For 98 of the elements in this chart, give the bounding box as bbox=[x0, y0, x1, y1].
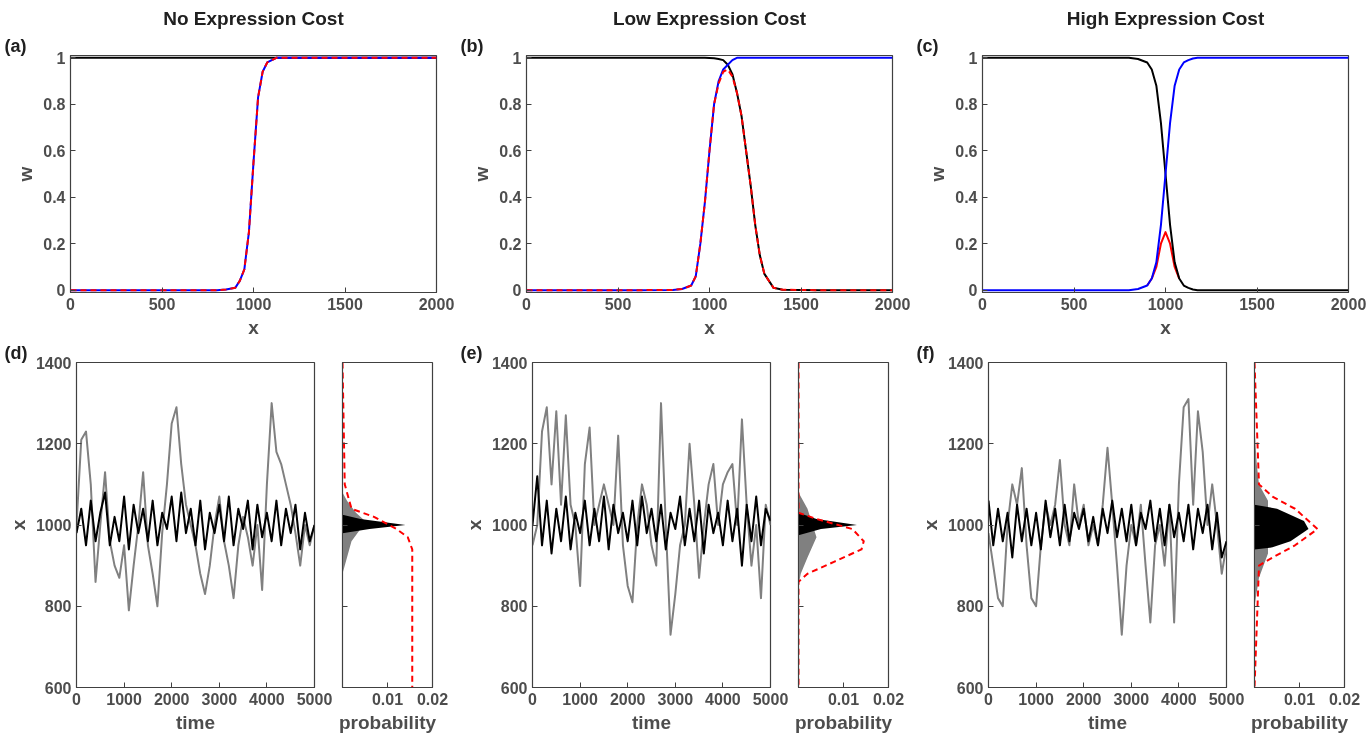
x-tick-label: 5000 bbox=[1208, 690, 1245, 708]
x-tick-label: 2000 bbox=[1330, 295, 1367, 313]
x-tick-label: 0.02 bbox=[1328, 690, 1361, 708]
line-series bbox=[532, 402, 771, 636]
x-tick-label: 0.01 bbox=[1283, 690, 1316, 708]
y-tick-label: 1000 bbox=[35, 517, 72, 534]
x-tick-label: 500 bbox=[604, 295, 632, 313]
y-tick-label: 0.6 bbox=[43, 142, 66, 160]
y-tick-label: 600 bbox=[500, 679, 528, 697]
y-tick-label: 600 bbox=[44, 679, 72, 697]
x-tick-label: 2000 bbox=[418, 295, 455, 313]
x-tick-label: 1000 bbox=[562, 690, 598, 708]
x-tick-label: 2000 bbox=[874, 295, 911, 313]
line-series bbox=[988, 499, 1227, 559]
text: (b) bbox=[460, 35, 484, 56]
x-tick-label: 0.02 bbox=[416, 690, 449, 708]
y-tick-label: 0 bbox=[56, 282, 66, 300]
y-tick-label: 0.4 bbox=[499, 189, 522, 207]
x-tick-label: 5000 bbox=[752, 690, 789, 708]
x-tick-label: 0.01 bbox=[827, 690, 860, 708]
y-tick-label: 1000 bbox=[947, 517, 984, 534]
x-tick-label: 2000 bbox=[153, 690, 190, 708]
y-tick-label: 0.2 bbox=[43, 235, 66, 253]
x-tick-label: 3000 bbox=[657, 690, 694, 708]
y-tick-label: 0.4 bbox=[43, 189, 66, 207]
x-tick-label: 3000 bbox=[1113, 690, 1150, 708]
x-axis-title: x bbox=[1160, 316, 1172, 338]
y-tick-label: 1 bbox=[56, 49, 66, 67]
y-tick-label: 1 bbox=[512, 49, 522, 67]
x-axis-title: probability bbox=[1250, 711, 1349, 733]
x-tick-label: 4000 bbox=[249, 690, 285, 708]
y-tick-label: 0.6 bbox=[955, 142, 978, 160]
y-tick-label: 0.4 bbox=[955, 189, 978, 207]
x-tick-label: 1000 bbox=[106, 690, 142, 708]
y-axis-title: w bbox=[927, 166, 949, 183]
x-tick-label: 4000 bbox=[1161, 690, 1197, 708]
x-tick-label: 2000 bbox=[1065, 690, 1102, 708]
line-series bbox=[988, 398, 1227, 636]
y-axis-title: x bbox=[919, 519, 941, 531]
y-tick-label: 0.2 bbox=[955, 235, 978, 253]
x-tick-label: 1000 bbox=[235, 295, 272, 313]
line-series bbox=[982, 56, 1349, 292]
y-tick-label: 0 bbox=[512, 282, 522, 300]
x-tick-label: 1500 bbox=[327, 295, 363, 313]
y-tick-label: 0.8 bbox=[499, 96, 522, 114]
x-axis-title: probability bbox=[338, 711, 437, 733]
x-tick-label: 1500 bbox=[1239, 295, 1275, 313]
chart-title: No Expression Cost bbox=[163, 7, 345, 29]
text: (a) bbox=[4, 35, 27, 56]
line-series bbox=[70, 56, 437, 292]
x-axis-title: time bbox=[175, 711, 216, 733]
y-axis-title: w bbox=[15, 166, 37, 183]
y-tick-label: 800 bbox=[956, 598, 984, 616]
text: (e) bbox=[460, 342, 483, 363]
y-tick-label: 0.2 bbox=[499, 235, 522, 253]
x-tick-label: 4000 bbox=[705, 690, 741, 708]
y-tick-label: 1400 bbox=[35, 354, 72, 372]
x-tick-label: 3000 bbox=[201, 690, 238, 708]
y-tick-label: 0.8 bbox=[43, 96, 66, 114]
chart-title: High Expression Cost bbox=[1066, 7, 1265, 29]
x-tick-label: 500 bbox=[1060, 295, 1088, 313]
chart-title: Low Expression Cost bbox=[612, 7, 807, 29]
x-axis-title: probability bbox=[794, 711, 893, 733]
y-axis-title: w bbox=[471, 166, 493, 183]
y-tick-label: 800 bbox=[500, 598, 528, 616]
x-tick-label: 0.01 bbox=[371, 690, 404, 708]
x-tick-label: 2000 bbox=[609, 690, 646, 708]
line-series bbox=[532, 475, 771, 567]
y-tick-label: 1400 bbox=[947, 354, 984, 372]
line-series bbox=[76, 402, 315, 612]
y-tick-label: 1 bbox=[968, 49, 978, 67]
y-axis-title: x bbox=[463, 519, 485, 531]
x-tick-label: 1500 bbox=[783, 295, 819, 313]
y-axis-title: x bbox=[7, 519, 29, 531]
text: (d) bbox=[4, 342, 28, 363]
x-axis-title: time bbox=[1087, 711, 1128, 733]
y-tick-label: 1200 bbox=[35, 435, 72, 453]
x-tick-label: 0.02 bbox=[872, 690, 905, 708]
line-series bbox=[76, 491, 315, 551]
x-tick-label: 5000 bbox=[296, 690, 333, 708]
x-tick-label: 1000 bbox=[1147, 295, 1184, 313]
x-tick-label: 1000 bbox=[1018, 690, 1054, 708]
y-tick-label: 1000 bbox=[491, 517, 528, 534]
y-tick-label: 1200 bbox=[491, 435, 528, 453]
text: (f) bbox=[916, 342, 935, 363]
x-axis-title: time bbox=[631, 711, 672, 733]
x-axis-title: x bbox=[248, 316, 260, 338]
x-axis-title: x bbox=[704, 316, 716, 338]
x-tick-label: 500 bbox=[148, 295, 176, 313]
x-tick-label: 1000 bbox=[691, 295, 728, 313]
text: (c) bbox=[916, 35, 939, 56]
y-tick-label: 800 bbox=[44, 598, 72, 616]
y-tick-label: 0.8 bbox=[955, 96, 978, 114]
y-tick-label: 600 bbox=[956, 679, 984, 697]
y-tick-label: 0.6 bbox=[499, 142, 522, 160]
y-tick-label: 0 bbox=[968, 282, 978, 300]
y-tick-label: 1200 bbox=[947, 435, 984, 453]
y-tick-label: 1400 bbox=[491, 354, 528, 372]
